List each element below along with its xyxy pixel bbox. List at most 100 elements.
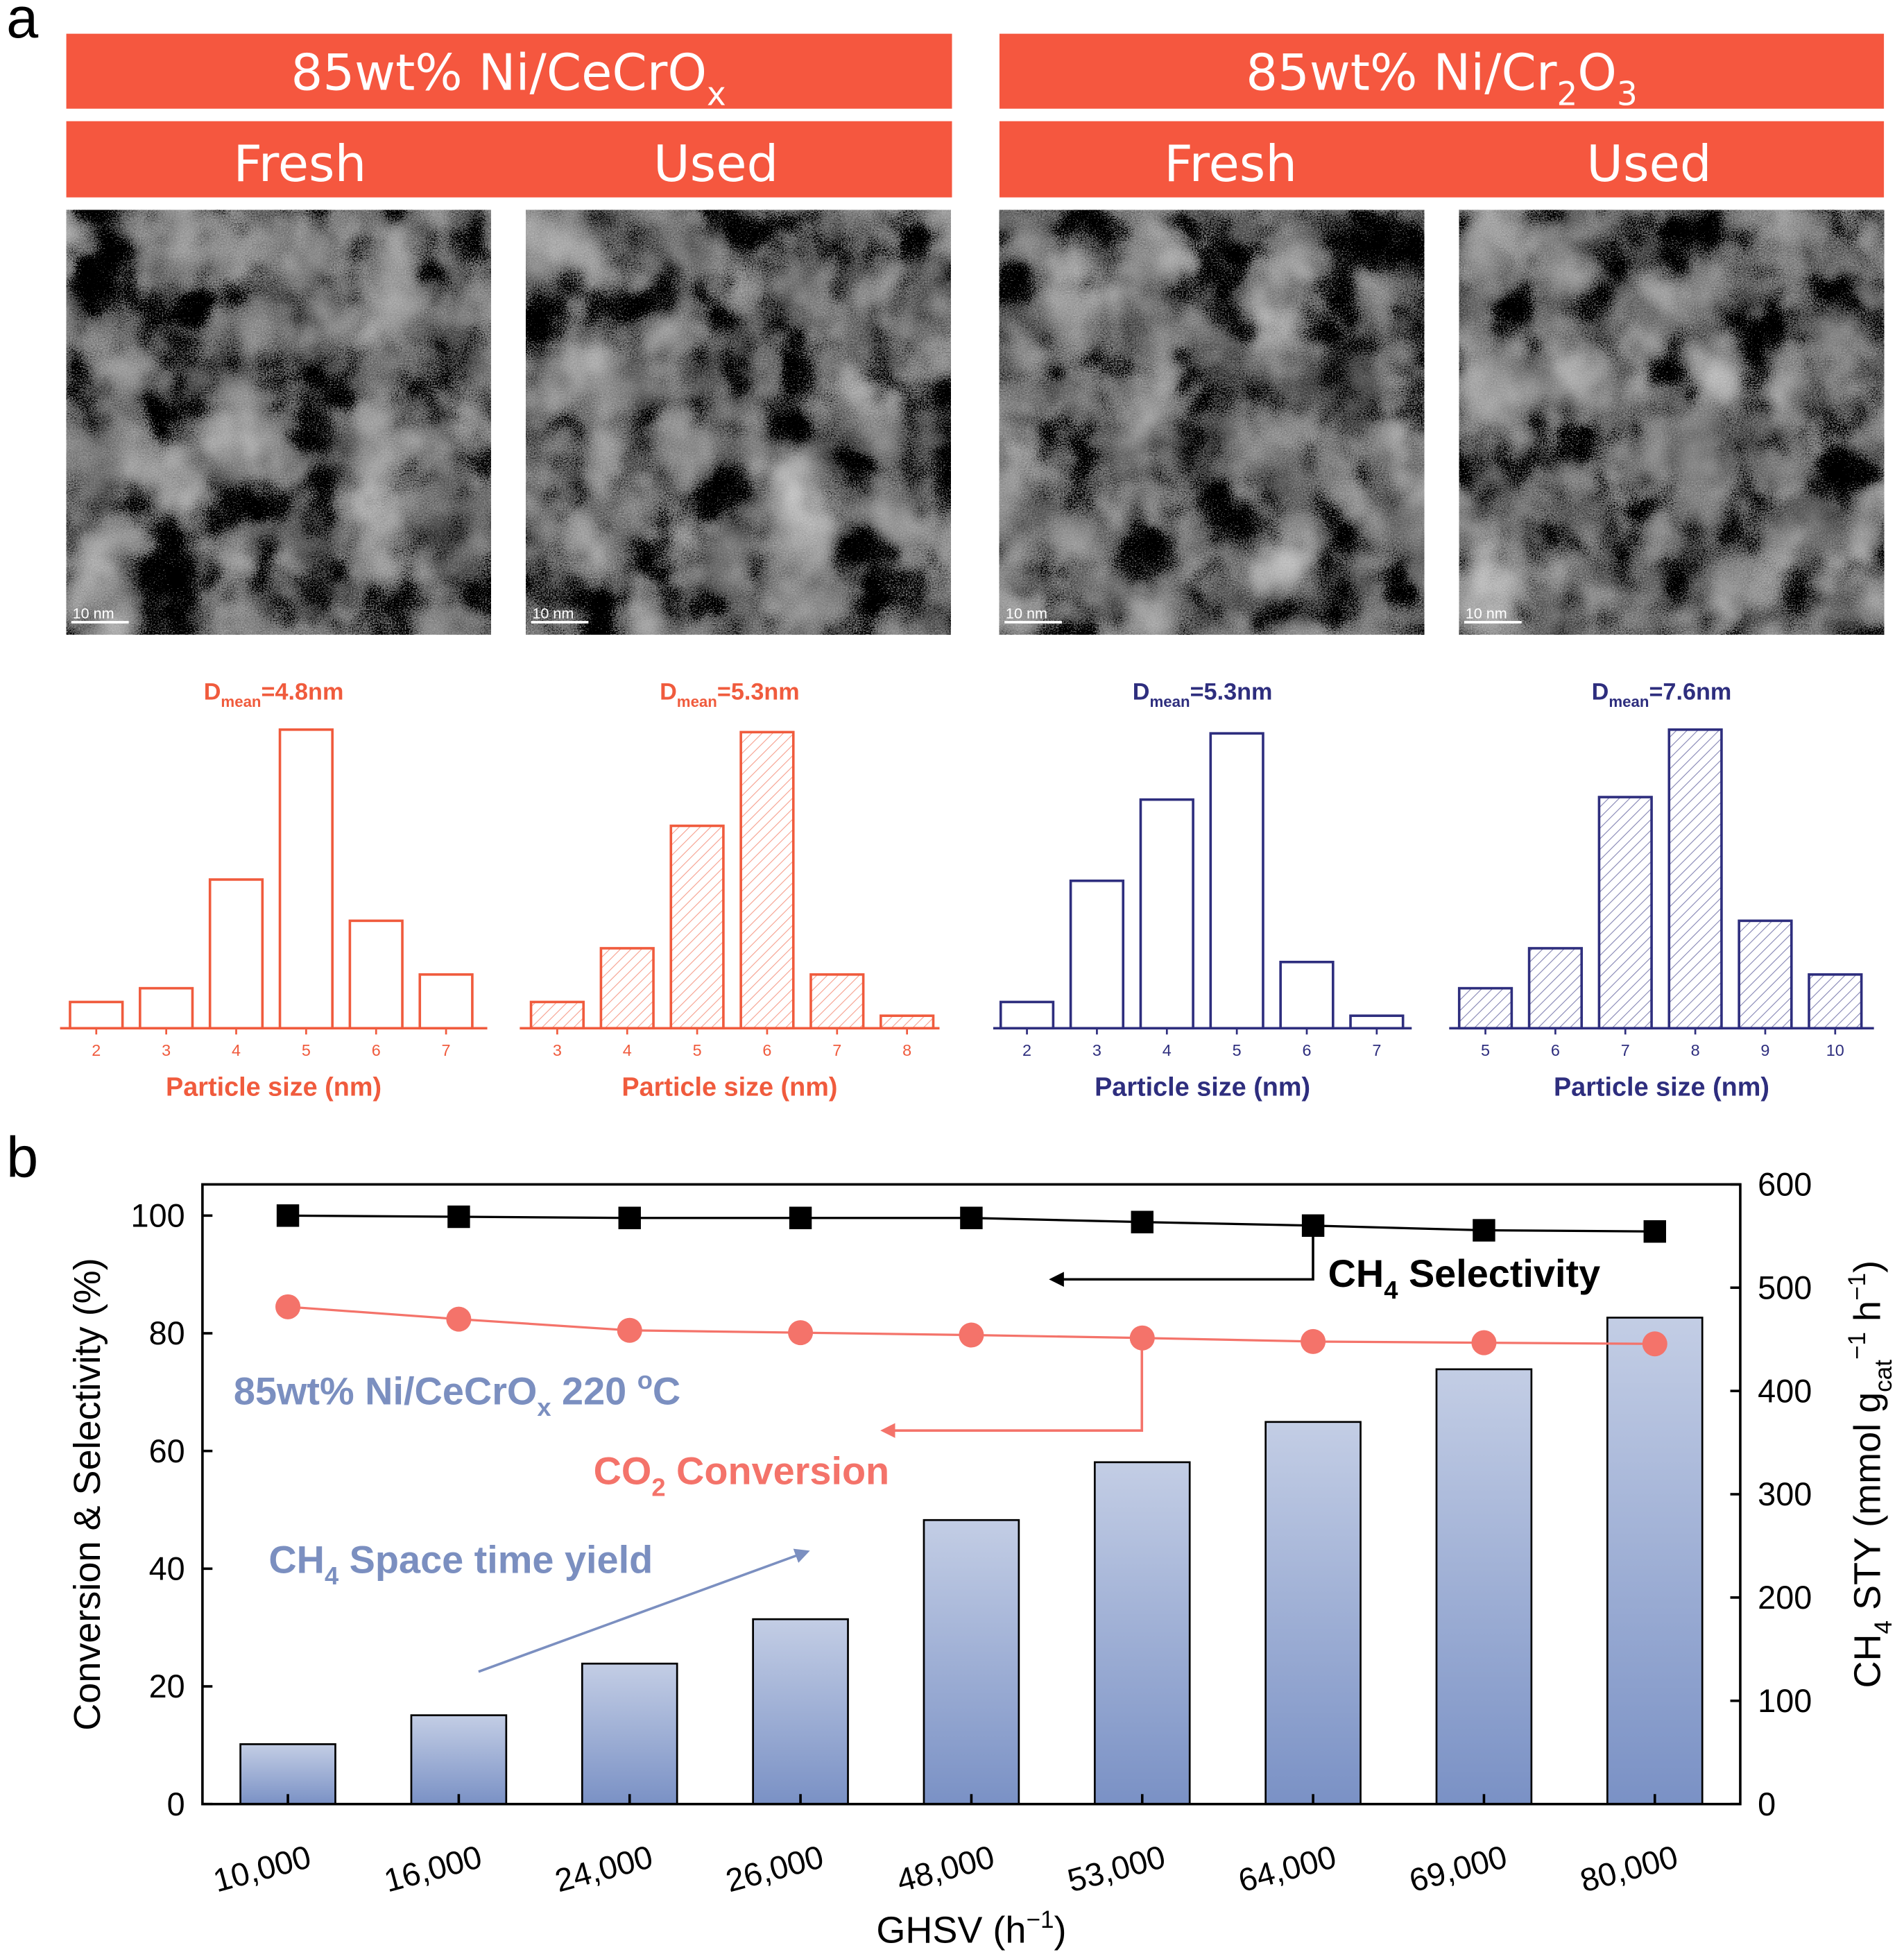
x-tick-label: 69,000 <box>1405 1838 1511 1899</box>
chart-title: Dmean=7.6nm <box>1592 679 1732 710</box>
y-tick-label: 40 <box>149 1551 185 1587</box>
annotation-arrow <box>880 1346 1144 1438</box>
marker <box>1131 1211 1153 1233</box>
text-part: CH <box>268 1537 325 1581</box>
header-bar <box>66 121 952 198</box>
text-part: −1 <box>1844 1273 1871 1301</box>
text-part: −1 <box>1844 1332 1871 1360</box>
marker <box>1471 1330 1497 1355</box>
y2-axis-title: CH4 STY (mmol gcat−1 h−1) <box>1844 1260 1897 1688</box>
y-tick-label: 20 <box>149 1668 185 1704</box>
x-tick-label: 7 <box>1372 1041 1381 1059</box>
x-tick-label: 6 <box>372 1041 381 1059</box>
x-tick-label: 53,000 <box>1064 1838 1169 1899</box>
text-part: mean <box>1609 693 1649 710</box>
y-tick-label: 80 <box>149 1315 185 1351</box>
bar <box>1738 919 1793 1030</box>
bar <box>348 919 404 1030</box>
x-tick-label: 3 <box>162 1041 171 1059</box>
annotation: CO2 Conversion <box>594 1449 890 1502</box>
x-axis-title: Particle size (nm) <box>1554 1072 1769 1102</box>
bar <box>410 1714 508 1806</box>
text-part: ) <box>1847 1260 1889 1273</box>
x-axis-title: GHSV (h−1) <box>876 1906 1066 1951</box>
bar <box>1209 732 1264 1030</box>
header-title: 85wt% Ni/Cr2O3 <box>1246 44 1638 114</box>
text-part: Selectivity <box>1398 1251 1600 1295</box>
scale-bar-label: 10 nm <box>1466 605 1507 622</box>
bar <box>278 728 334 1030</box>
header-title: 85wt% Ni/CeCrOx <box>291 44 726 114</box>
marker <box>275 1294 301 1319</box>
bar <box>809 973 865 1030</box>
text-part: CO <box>594 1449 652 1493</box>
tem-image <box>66 209 491 635</box>
header-bar <box>999 121 1885 198</box>
bar <box>139 986 194 1030</box>
x-tick-label: 2 <box>92 1041 101 1059</box>
bar <box>1069 879 1125 1030</box>
text-part: cat <box>1870 1360 1897 1392</box>
x-tick-label: 24,000 <box>551 1838 657 1899</box>
marker <box>1129 1325 1155 1351</box>
marker <box>959 1322 984 1348</box>
text-part: 85wt% Ni/CeCrO <box>291 44 707 102</box>
bar <box>1457 986 1513 1030</box>
bar <box>1606 1317 1704 1806</box>
scale-bar-label: 10 nm <box>73 605 114 622</box>
marker <box>960 1206 983 1229</box>
x-tick-label: 8 <box>902 1041 911 1059</box>
bar <box>1264 1421 1362 1806</box>
y-tick-label: 0 <box>167 1786 185 1822</box>
text-part: mean <box>221 693 261 710</box>
header-state: Fresh <box>1164 135 1297 193</box>
text-part: 2 <box>1556 76 1577 113</box>
x-axis-title: Particle size (nm) <box>621 1072 837 1102</box>
text-part: 4 <box>1384 1276 1398 1304</box>
marker <box>446 1306 472 1332</box>
x-tick-label: 7 <box>442 1041 451 1059</box>
annotation-arrow <box>1049 1231 1314 1288</box>
x-tick-label: 80,000 <box>1577 1838 1682 1899</box>
bar <box>1139 798 1194 1030</box>
marker <box>276 1204 300 1227</box>
x-tick-label: 9 <box>1760 1041 1769 1059</box>
chart-title: Dmean=5.3nm <box>660 679 800 710</box>
bar <box>418 973 474 1030</box>
y2-tick-label: 300 <box>1758 1476 1812 1512</box>
text-part: GHSV (h <box>876 1910 1026 1951</box>
x-tick-label: 6 <box>762 1041 771 1059</box>
marker <box>788 1320 814 1346</box>
chart-title: Dmean=4.8nm <box>204 679 344 710</box>
scale-bar-label: 10 nm <box>532 605 574 622</box>
tem-image <box>999 209 1425 635</box>
x-axis-title: Particle size (nm) <box>1095 1072 1310 1102</box>
text-part: O <box>1577 44 1617 102</box>
bar <box>669 824 725 1030</box>
bar <box>208 878 264 1030</box>
y2-tick-label: 500 <box>1758 1269 1812 1306</box>
bar <box>739 730 795 1030</box>
bar <box>529 1000 585 1030</box>
x-tick-label: 6 <box>1551 1041 1560 1059</box>
header-bar <box>999 33 1885 109</box>
marker <box>1643 1220 1666 1243</box>
y2-tick-label: 400 <box>1758 1373 1812 1409</box>
bar <box>1808 973 1863 1030</box>
text-part: =4.8nm <box>261 679 344 705</box>
marker <box>789 1206 812 1229</box>
marker <box>1473 1219 1495 1242</box>
header-state: Fresh <box>234 135 367 193</box>
y-tick-label: 100 <box>131 1198 185 1234</box>
bar <box>1349 1014 1405 1030</box>
marker <box>1301 1328 1326 1354</box>
text-part: o <box>637 1366 653 1394</box>
bar <box>1279 960 1335 1030</box>
bar <box>880 1014 935 1030</box>
y2-tick-label: 100 <box>1758 1683 1812 1719</box>
bar <box>1435 1368 1533 1806</box>
text-part: 220 <box>551 1369 637 1412</box>
annotation: CH4 Space time yield <box>268 1537 653 1590</box>
annotation-arrow <box>478 1548 810 1673</box>
text-part: CH <box>1847 1634 1889 1688</box>
